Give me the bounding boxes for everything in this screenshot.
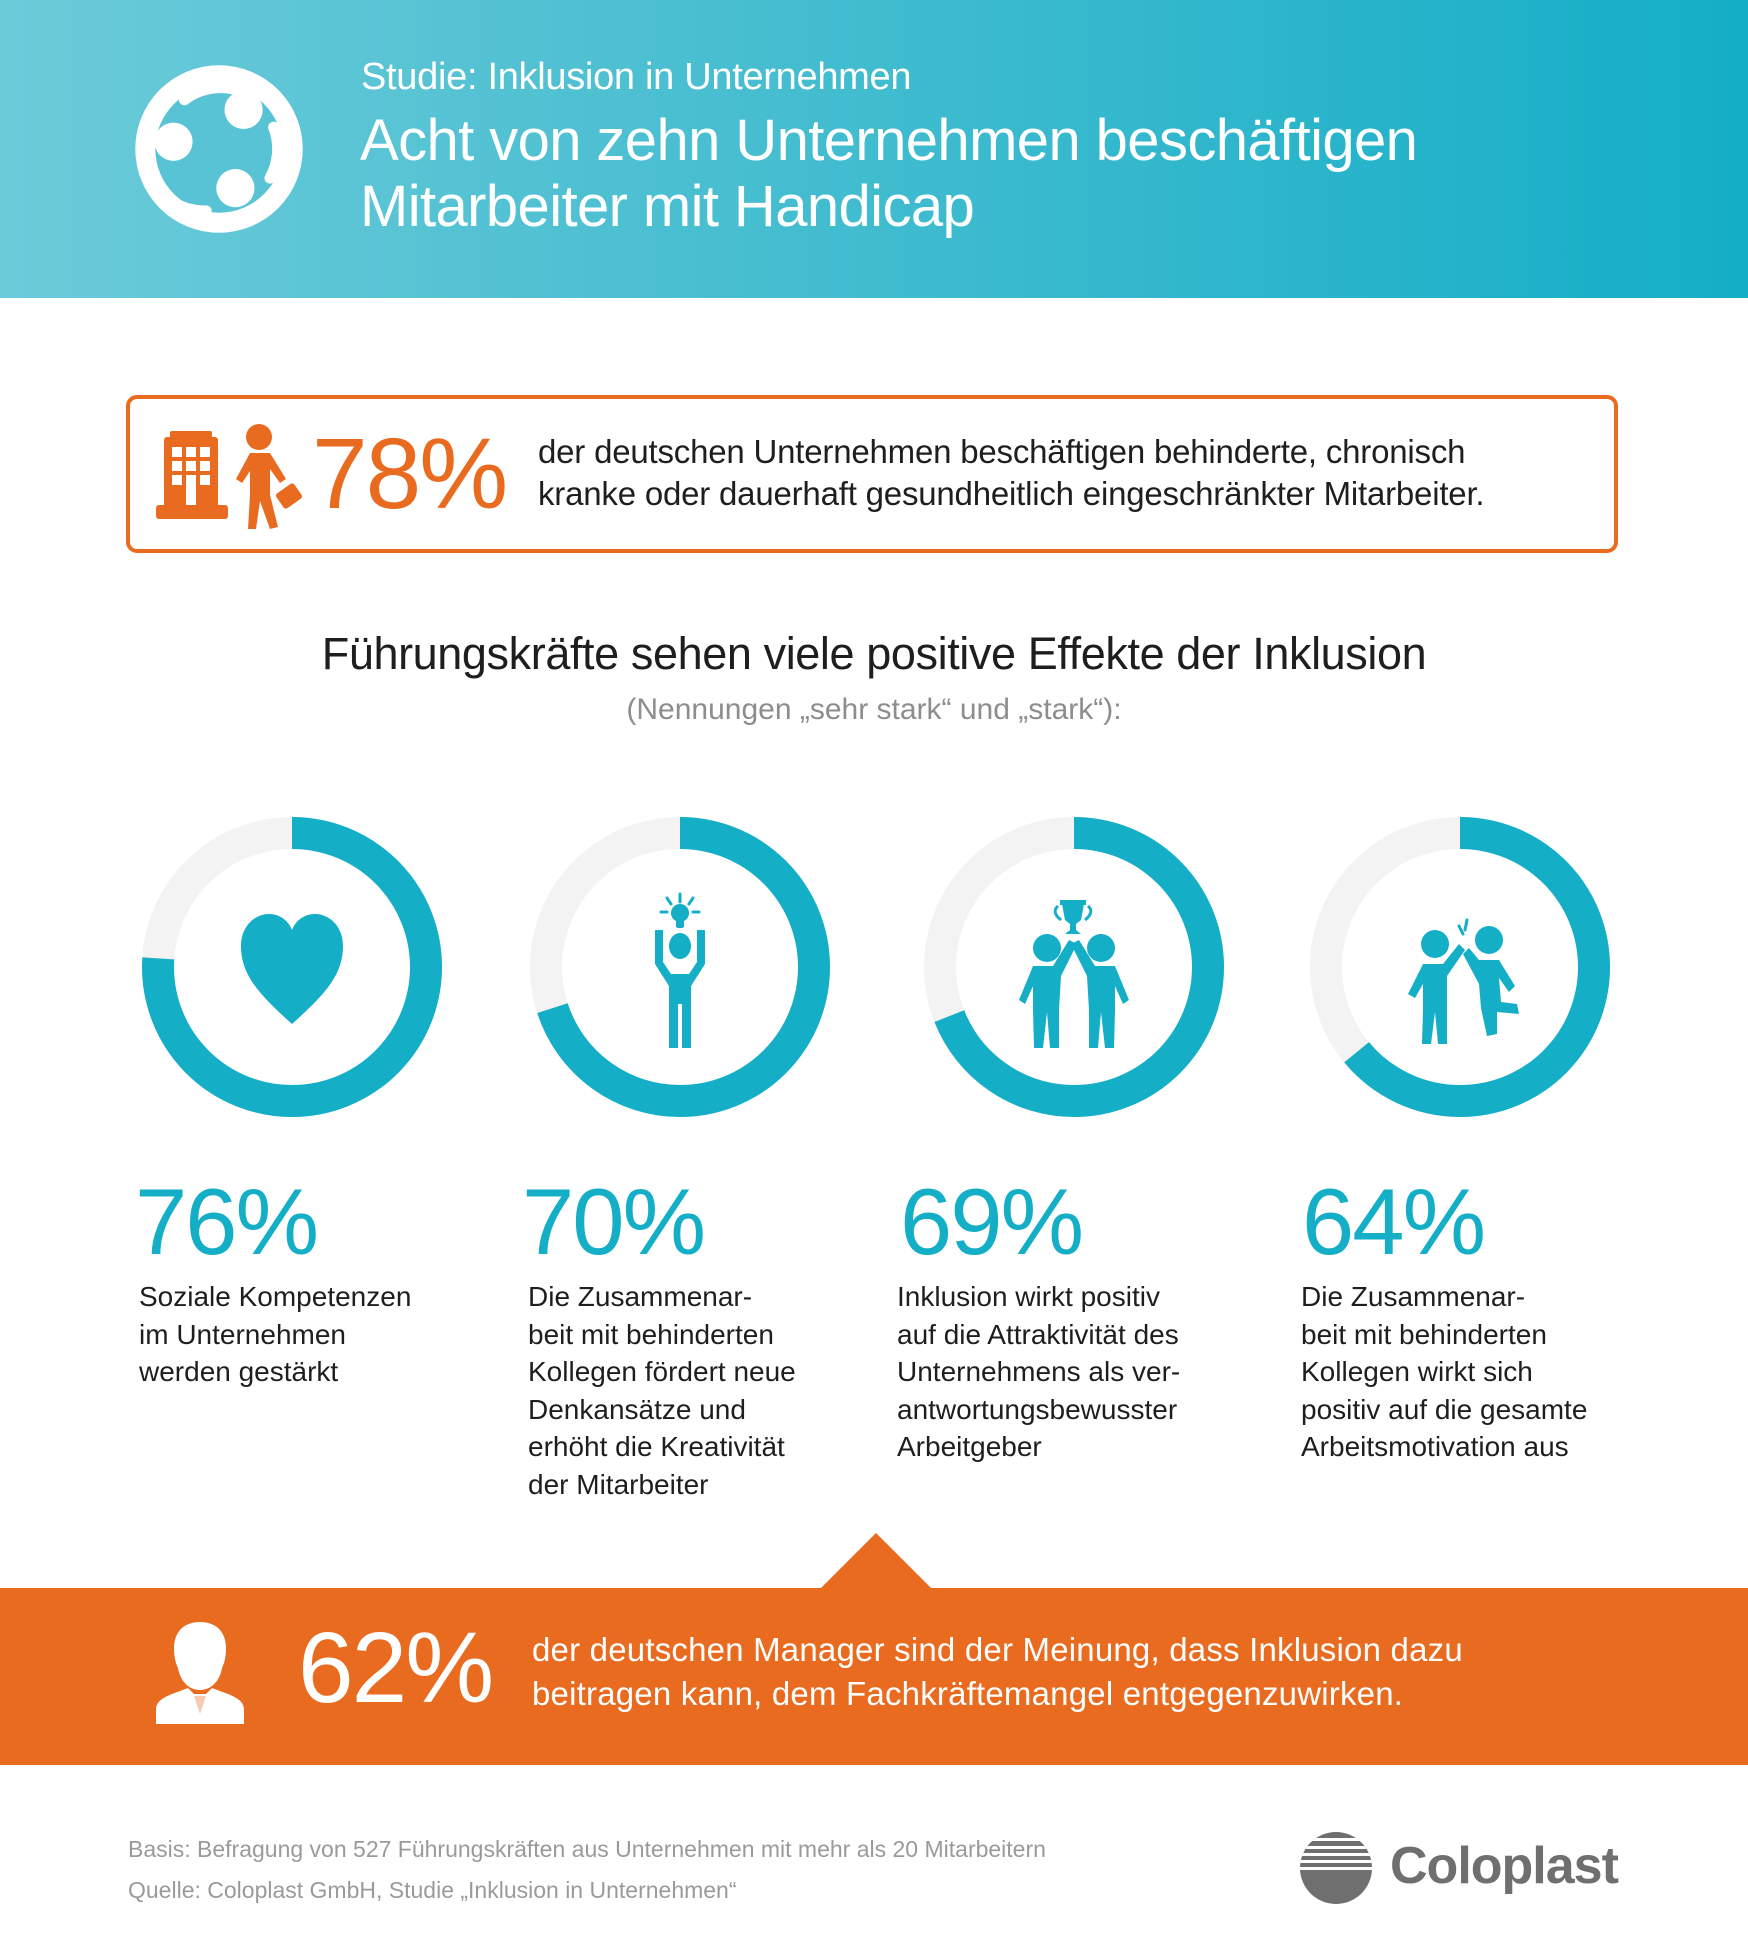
metric-line: erhöht die Kreativität	[528, 1431, 785, 1462]
band-percent: 62%	[298, 1612, 494, 1724]
band-pointer	[820, 1533, 932, 1589]
section-title: Führungskräfte sehen viele positive Effe…	[321, 628, 1427, 679]
two-people-high-five-icon	[1408, 918, 1519, 1044]
manager-avatar-icon	[156, 1622, 244, 1724]
people-circle-icon	[135, 65, 303, 233]
donut-chart-3	[923, 816, 1225, 1118]
metric-line: werden gestärkt	[139, 1356, 339, 1387]
metric-line: auf die Attraktivität des	[897, 1318, 1179, 1350]
header-subtitle: Studie: Inklusion in Unternehmen	[361, 56, 912, 98]
metric-line: Arbeitsmotivation aus	[1301, 1431, 1569, 1462]
highlight-percent: 78%	[312, 418, 508, 530]
metric-line: Die Zusammenar-	[1301, 1281, 1526, 1312]
footer-source: Quelle: Coloplast GmbH, Studie „Inklusio…	[128, 1877, 737, 1903]
building-and-businessman-icon	[156, 424, 302, 529]
metric-line: im Unternehmen	[139, 1318, 346, 1350]
brand-name: Coloplast	[1390, 1837, 1619, 1895]
metric-line: Unternehmens als ver-	[897, 1356, 1181, 1387]
metric-line: Die Zusammenar-	[528, 1281, 753, 1312]
coloplast-globe-icon	[1300, 1832, 1372, 1904]
donut-chart-4	[1309, 816, 1611, 1118]
metric-line: Soziale Kompetenzen	[139, 1281, 412, 1312]
metric-line: positiv auf die gesamte	[1301, 1393, 1588, 1425]
donut-ring	[530, 817, 830, 1117]
metric-line: beit mit behinderten	[528, 1318, 774, 1350]
two-people-trophy-icon	[1019, 900, 1129, 1048]
metric-line: Kollegen wirkt sich	[1301, 1356, 1533, 1387]
donut-ring	[142, 817, 442, 1117]
metric-line: Arbeitgeber	[897, 1431, 1042, 1462]
highlight-text-line2: kranke oder dauerhaft gesundheitlich ein…	[538, 475, 1485, 512]
highlight-stat-box: 78% der deutschen Unternehmen beschäftig…	[126, 395, 1618, 553]
metric-description-3: Inklusion wirkt positiv auf die Attrakti…	[897, 1278, 1197, 1466]
section-subtitle: (Nennungen „sehr stark“ und „stark“):	[626, 693, 1122, 726]
metric-percent-1: 76%	[135, 1169, 319, 1274]
metric-line: Denkansätze und	[528, 1393, 746, 1425]
band-text: der deutschen Manager sind der Meinung, …	[532, 1628, 1463, 1716]
band-text-line1: der deutschen Manager sind der Meinung, …	[532, 1631, 1463, 1668]
donut-chart-1	[141, 816, 443, 1118]
metric-line: Inklusion wirkt positiv	[897, 1281, 1160, 1312]
footer-basis: Basis: Befragung von 527 Führungskräften…	[128, 1836, 1046, 1862]
donut-ring	[1310, 817, 1610, 1117]
metric-line: Kollegen fördert neue	[528, 1356, 796, 1387]
donut-chart-2	[529, 816, 831, 1118]
header-banner: Studie: Inklusion in Unternehmen Acht vo…	[0, 0, 1748, 298]
metric-line: der Mitarbeiter	[528, 1468, 709, 1500]
highlight-text: der deutschen Unternehmen beschäftigen b…	[538, 431, 1485, 515]
metric-percent-2: 70%	[522, 1169, 706, 1274]
heart-icon	[241, 914, 343, 1024]
band-text-line2: beitragen kann, dem Fachkräftemangel ent…	[532, 1675, 1404, 1712]
metric-description-1: Soziale Kompetenzen im Unternehmen werde…	[139, 1278, 439, 1391]
header-title-line2: Mitarbeiter mit Handicap	[360, 174, 975, 239]
manager-stat-band: 62% der deutschen Manager sind der Meinu…	[0, 1588, 1748, 1765]
metric-line: beit mit behinderten	[1301, 1318, 1547, 1350]
highlight-text-line1: der deutschen Unternehmen beschäftigen b…	[538, 433, 1466, 470]
header-title-line1: Acht von zehn Unternehmen beschäftigen	[360, 108, 1418, 173]
metric-percent-4: 64%	[1302, 1169, 1486, 1274]
metric-description-4: Die Zusammenar- beit mit behinderten Kol…	[1301, 1278, 1601, 1466]
metric-line: antwortungsbewusster	[897, 1393, 1178, 1425]
donut-ring	[924, 817, 1224, 1117]
metric-percent-3: 69%	[900, 1169, 1084, 1274]
metric-description-2: Die Zusammenar- beit mit behinderten Kol…	[528, 1278, 828, 1503]
person-idea-lightbulb-icon	[655, 892, 705, 1048]
coloplast-logo: Coloplast	[1298, 1830, 1628, 1906]
header-title: Acht von zehn Unternehmen beschäftigen M…	[360, 108, 1418, 240]
